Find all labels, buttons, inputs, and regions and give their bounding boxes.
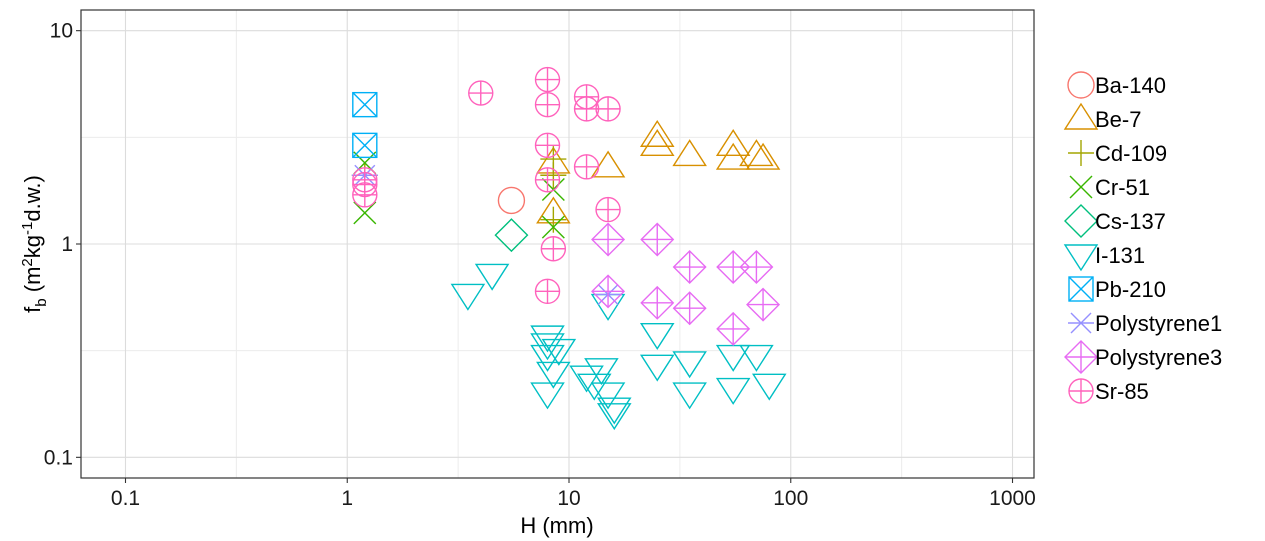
point-i-131 [530,333,565,361]
x-tick-label: 1 [341,487,353,510]
point-cr-51 [353,201,377,225]
point-cr-51 [541,215,565,239]
legend-key-cr-51 [1069,175,1093,199]
point-sr-85 [534,278,561,305]
point-i-131 [474,263,510,291]
x-axis-title: H (mm) [520,513,593,538]
x-tick-label: 100 [773,487,808,510]
y-axis-title: fb (m2kg-1d.w.) [19,175,50,313]
legend-label-polystyrene1: Polystyrene1 [1095,311,1222,336]
point-i-131 [739,344,774,372]
point-polystyrene3 [739,250,774,285]
legend-key-pb-210 [1068,276,1094,302]
point-i-131 [590,382,626,410]
legend-label-i-131: I-131 [1095,243,1145,268]
legend-key-cd-109 [1068,140,1094,166]
point-i-131 [672,351,707,379]
point-polystyrene3 [640,285,675,320]
point-be-7 [590,150,626,178]
point-sr-85 [573,96,600,122]
legend-label-sr-85: Sr-85 [1095,379,1149,404]
point-pb-210 [352,132,378,159]
point-pb-210 [352,91,378,118]
point-sr-85 [595,96,621,122]
point-sr-85 [534,91,561,118]
point-i-131 [639,354,675,382]
points-layer [351,66,787,431]
point-polystyrene3 [716,311,751,346]
point-i-131 [596,397,632,425]
point-i-131 [596,403,632,431]
legend-label-be-7: Be-7 [1095,107,1141,132]
point-be-7 [715,129,751,157]
point-ba-140 [497,186,526,215]
legend-label-cd-109: Cd-109 [1095,141,1167,166]
y-tick-label: 10 [50,20,73,43]
point-polystyrene3 [591,222,626,257]
x-tick-label: 1000 [989,487,1036,510]
legend-label-cs-137: Cs-137 [1095,209,1166,234]
point-sr-85 [352,182,378,208]
point-be-7 [672,139,707,167]
point-be-7 [745,142,781,170]
point-sr-85 [534,132,561,159]
point-i-131 [541,338,577,366]
point-be-7 [739,139,774,167]
point-i-131 [715,377,751,405]
point-cs-137 [494,218,529,253]
point-i-131 [751,373,787,401]
y-tick-label: 0.1 [44,446,73,469]
point-i-131 [672,382,707,410]
legend: Ba-140 Be-7 Cd-109 Cr-51 Cs-137 I-131 Pb-210 Po… [1063,71,1222,404]
legend-label-pb-210: Pb-210 [1095,277,1166,302]
x-tick-label: 0.1 [111,487,140,510]
y-tick-label: 1 [61,233,73,256]
point-sr-85 [468,80,494,106]
point-i-131 [569,365,604,393]
point-sr-85 [540,236,567,262]
point-i-131 [576,373,612,401]
point-cd-109 [540,146,567,173]
point-i-131 [530,382,565,410]
legend-key-sr-85 [1068,378,1094,404]
legend-label-cr-51: Cr-51 [1095,175,1150,200]
legend-key-ba-140 [1067,71,1095,99]
point-be-7 [715,142,751,170]
point-i-131 [584,358,619,386]
legend-key-polystyrene3 [1064,340,1098,374]
point-sr-85 [534,167,561,193]
point-polystyrene3 [591,274,626,309]
point-sr-85 [573,154,600,180]
point-i-131 [536,361,571,389]
grid-layer [81,10,1034,478]
legend-key-polystyrene1 [1068,312,1094,334]
point-be-7 [639,129,675,157]
legend-key-be-7 [1063,102,1099,130]
point-polystyrene3 [640,222,675,257]
point-polystyrene3 [672,250,707,285]
point-i-131 [450,283,486,311]
tick-layer: 0.1 1 10 100 1000 0.1 1 10 [44,20,1036,510]
point-sr-85 [534,66,561,93]
legend-key-i-131 [1063,244,1099,272]
point-cd-109 [540,206,567,233]
legend-label-polystyrene3: Polystyrene3 [1095,345,1222,370]
point-i-131 [639,322,675,350]
point-i-131 [530,325,565,353]
legend-label-ba-140: Ba-140 [1095,73,1166,98]
point-be-7 [639,119,675,147]
point-sr-85 [595,196,621,223]
point-polystyrene3 [746,287,781,322]
x-tick-label: 10 [557,487,580,510]
point-polystyrene3 [672,291,707,326]
legend-key-cs-137 [1064,204,1098,238]
